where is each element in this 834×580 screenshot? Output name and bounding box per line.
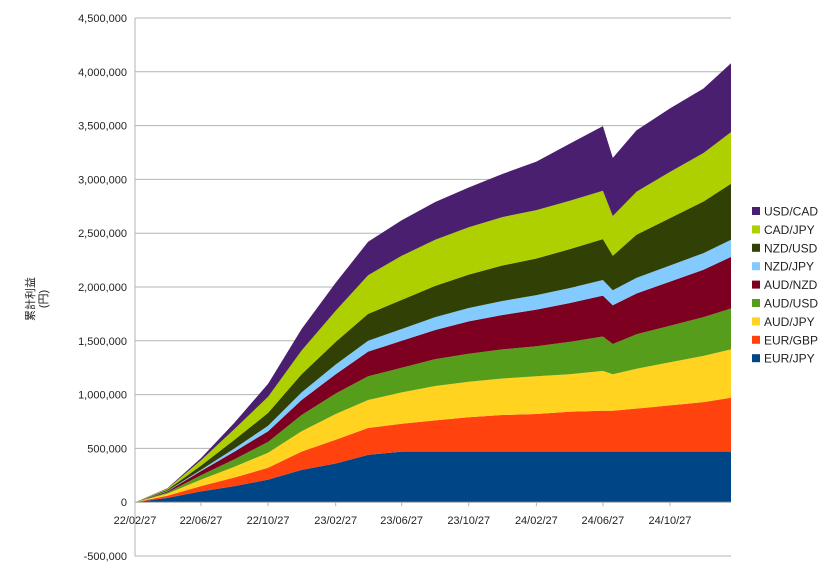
- legend-swatch: [752, 243, 760, 252]
- area-series-nzd-usd: [135, 183, 731, 503]
- legend-label: AUD/USD: [764, 297, 818, 311]
- legend-item-nzd-jpy: NZD/JPY: [752, 260, 814, 274]
- legend-label: NZD/JPY: [764, 260, 814, 274]
- y-tick-labels: -500,000 0 500,000 1,000,000 1,500,000 2,000,…: [78, 13, 127, 563]
- legend-swatch: [752, 262, 760, 271]
- legend-label: CAD/JPY: [764, 223, 815, 237]
- y-tick-label: 3,500,000: [78, 121, 127, 133]
- legend-label: NZD/USD: [764, 241, 818, 255]
- area-series-eur-jpy: [135, 451, 731, 503]
- x-tick-label: 22/02/27: [114, 515, 157, 527]
- axis-layer: [134, 18, 731, 556]
- y-axis-label: 累計利益(円): [23, 277, 50, 321]
- y-tick-label: 0: [121, 497, 127, 509]
- legend: USD/CAD CAD/JPY NZD/USD NZD/JPY AUD/NZD AUD/U…: [752, 205, 818, 366]
- legend-label: AUD/JPY: [764, 315, 815, 329]
- legend-item-aud-jpy: AUD/JPY: [752, 315, 815, 329]
- legend-swatch: [752, 225, 760, 234]
- legend-swatch: [752, 299, 760, 307]
- area-series-nzd-jpy: [135, 239, 731, 503]
- area-series-usd-cad: [135, 63, 731, 503]
- legend-item-nzd-usd: NZD/USD: [752, 241, 818, 255]
- legend-label: AUD/NZD: [764, 278, 818, 292]
- area-layer: [135, 63, 731, 503]
- area-series-aud-nzd: [135, 256, 731, 503]
- y-tick-label: 4,500,000: [78, 13, 127, 25]
- legend-swatch: [752, 335, 760, 344]
- legend-item-usd-cad: USD/CAD: [752, 205, 818, 219]
- area-series-cad-jpy: [135, 132, 731, 503]
- legend-swatch: [752, 207, 760, 215]
- area-series-aud-jpy: [135, 349, 731, 503]
- legend-swatch: [752, 354, 760, 363]
- y-tick-label: 1,000,000: [78, 390, 127, 402]
- x-tick-labels: 22/02/27 22/06/27 22/10/27 23/02/27 23/06/27…: [114, 515, 692, 527]
- legend-label: USD/CAD: [764, 205, 818, 219]
- y-tick-label: 2,500,000: [78, 228, 127, 240]
- x-tick-label: 24/06/27: [581, 515, 624, 527]
- y-tick-label: 2,000,000: [78, 282, 127, 294]
- x-tick-label: 24/10/27: [649, 515, 692, 527]
- legend-item-eur-gbp: EUR/GBP: [752, 333, 818, 347]
- y-tick-label: 3,000,000: [78, 174, 127, 186]
- y-tick-label: 4,000,000: [78, 67, 127, 79]
- x-tick-label: 23/02/27: [314, 515, 357, 527]
- legend-label: EUR/GBP: [764, 333, 818, 347]
- x-tick-label: 23/10/27: [447, 515, 490, 527]
- y-tick-label: -500,000: [84, 551, 127, 563]
- x-tick-label: 22/10/27: [247, 515, 290, 527]
- area-series-aud-usd: [135, 308, 731, 503]
- legend-label: EUR/JPY: [764, 352, 815, 366]
- x-tick-label: 23/06/27: [380, 515, 423, 527]
- legend-item-eur-jpy: EUR/JPY: [752, 352, 815, 366]
- legend-swatch: [752, 317, 760, 326]
- y-tick-label: 1,500,000: [78, 336, 127, 348]
- legend-item-aud-usd: AUD/USD: [752, 297, 818, 311]
- legend-swatch: [752, 280, 760, 289]
- area-series-eur-gbp: [135, 397, 731, 503]
- y-tick-label: 500,000: [87, 443, 127, 455]
- legend-item-cad-jpy: CAD/JPY: [752, 223, 815, 237]
- x-tick-label: 22/06/27: [180, 515, 223, 527]
- legend-item-aud-nzd: AUD/NZD: [752, 278, 818, 292]
- x-tick-label: 24/02/27: [515, 515, 558, 527]
